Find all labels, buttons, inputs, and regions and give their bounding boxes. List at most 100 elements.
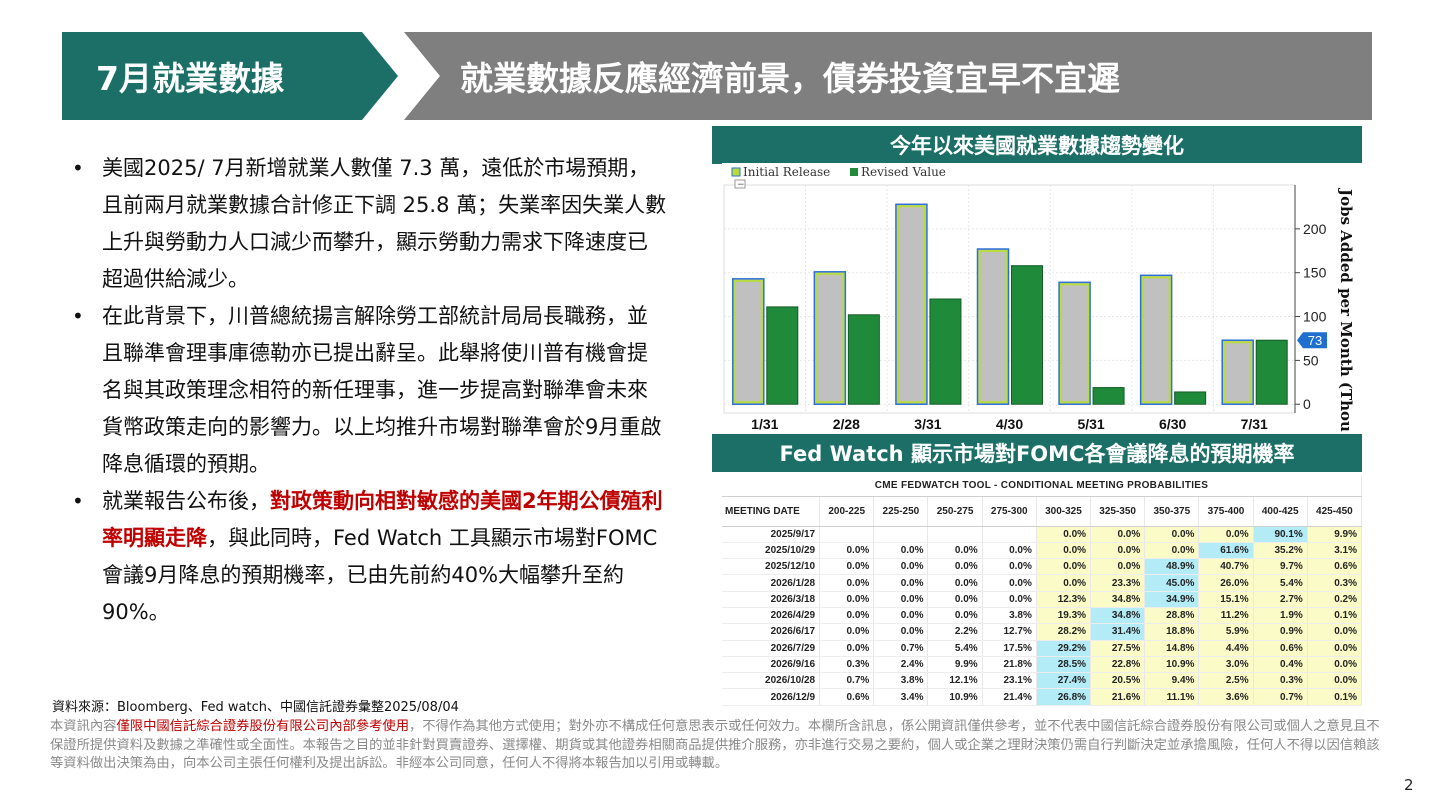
meeting-date-cell: 2026/6/17 (722, 623, 821, 641)
probability-cell: 3.6% (1198, 688, 1254, 706)
probability-cell: 31.4% (1090, 623, 1146, 641)
probability-cell: 2.5% (1198, 672, 1254, 690)
bar-initial-inner-edge (733, 279, 763, 404)
bar-revised (766, 306, 799, 405)
bar-initial-inner-edge (815, 272, 845, 404)
bullet-text: 就業報告公布後，對政策動向相對敏感的美國2年期公債殖利率明顯走降，與此同時，Fe… (102, 483, 667, 631)
probability-cell: 0.6% (819, 688, 875, 706)
table-panel-title: Fed Watch 顯示市場對FOMC各會議降息的預期機率 (712, 434, 1362, 472)
x-tick-label: 6/30 (1159, 416, 1186, 432)
probability-cell: 10.9% (927, 688, 983, 706)
probability-cell: 26.0% (1198, 574, 1254, 592)
probability-cell: 9.4% (1144, 672, 1200, 690)
bar-revised (847, 314, 880, 405)
probability-cell: 2.7% (1253, 591, 1308, 608)
probability-cell: 19.3% (1036, 607, 1092, 625)
probability-cell (927, 526, 983, 543)
probability-cell: 5.4% (1253, 574, 1308, 592)
probability-cell: 21.6% (1090, 688, 1146, 706)
probability-cell: 0.0% (819, 574, 875, 592)
probability-cell: 10.9% (1144, 656, 1200, 674)
probability-cell: 23.1% (982, 672, 1037, 690)
probability-cell: 0.1% (1307, 688, 1363, 706)
probability-cell (873, 526, 929, 543)
probability-cell: 0.0% (1307, 640, 1363, 657)
bullet-text: 美國2025/ 7月新增就業人數僅 7.3 萬，遠低於市場預期，且前兩月就業數據… (102, 156, 667, 291)
probability-cell: 5.4% (927, 640, 983, 657)
probability-cell: 48.9% (1144, 558, 1200, 576)
bullet-text-before: 就業報告公布後， (102, 489, 270, 513)
x-tick-label: 5/31 (1077, 416, 1104, 432)
probability-cell: 61.6% (1198, 542, 1254, 560)
probability-cell: 3.8% (982, 607, 1037, 625)
probability-cell: 34.8% (1090, 607, 1146, 625)
bar-initial (732, 278, 765, 405)
probability-cell: 9.9% (927, 656, 983, 674)
probability-cell: 2.4% (873, 656, 929, 674)
bar-initial (1058, 281, 1091, 405)
probability-cell: 0.0% (1036, 542, 1092, 560)
probability-cell: 0.0% (927, 558, 983, 576)
probability-cell: 35.2% (1253, 542, 1308, 560)
probability-cell: 0.0% (1307, 672, 1363, 690)
bar-revised (1174, 391, 1207, 405)
probability-cell: 28.5% (1036, 656, 1092, 674)
bullet-marker: • (72, 156, 84, 180)
probability-cell: 0.0% (982, 574, 1037, 592)
x-tick-label: 2/28 (833, 416, 860, 432)
last-value-label: 73 (1308, 333, 1322, 348)
probability-cell: 11.1% (1144, 688, 1200, 706)
bar-initial (1139, 274, 1173, 405)
bar-initial (976, 248, 1010, 405)
meeting-date-cell: 2026/4/29 (722, 607, 821, 625)
probability-cell: 0.0% (927, 574, 983, 592)
probability-cell: 0.0% (1090, 558, 1146, 576)
table-row: 2026/9/16 0.3% 2.4% 9.9% 21.8% 28.5% 22.8% 10.9… (722, 656, 1363, 674)
probability-cell: 27.5% (1090, 640, 1146, 657)
legend-label-initial: Initial Release (743, 165, 830, 179)
probability-cell: 0.0% (873, 607, 929, 625)
table-panel-title-text: Fed Watch 顯示市場對FOMC各會議降息的預期機率 (779, 442, 1295, 466)
table-row: 2026/12/9 0.6% 3.4% 10.9% 21.4% 26.8% 21.6% 11.… (722, 688, 1363, 706)
probability-cell: 0.0% (819, 558, 875, 576)
probability-cell: 3.8% (873, 672, 929, 690)
section-title: 7月就業數據 (96, 59, 284, 98)
probability-cell: 14.8% (1144, 640, 1200, 657)
y-axis-label: Jobs Added per Month (Thou.) (1337, 187, 1355, 433)
probability-cell: 0.0% (1307, 623, 1363, 641)
probability-cell: 15.1% (1198, 591, 1254, 608)
bar-initial-inner-edge (1223, 341, 1253, 404)
section-title-banner: 7月就業數據 (62, 32, 398, 120)
probability-cell: 0.0% (982, 591, 1037, 608)
y-tick-label: 0 (1303, 396, 1311, 412)
probability-cell: 0.7% (1253, 688, 1308, 706)
probability-cell: 0.0% (982, 558, 1037, 576)
table-row: 2025/9/17 0.0% 0.0% 0.0% 0.0% 90.1% 9.9% (722, 526, 1363, 543)
column-header: 300-325 (1036, 496, 1092, 527)
probability-cell: 0.0% (1144, 542, 1200, 560)
probability-cell: 29.2% (1036, 640, 1092, 657)
probability-cell: 3.4% (873, 688, 929, 706)
y-tick-label: 50 (1303, 352, 1319, 368)
probability-cell: 0.0% (1090, 542, 1146, 560)
probability-cell: 18.8% (1144, 623, 1200, 641)
column-header: 425-450 (1307, 496, 1363, 527)
legend-swatch-initial (731, 167, 741, 177)
x-tick-label: 3/31 (914, 416, 941, 432)
probability-cell: 34.8% (1090, 591, 1146, 608)
probability-cell: 0.0% (982, 542, 1037, 560)
probability-cell: 21.4% (982, 688, 1037, 706)
probability-cell: 0.6% (1307, 558, 1363, 576)
column-header: 200-225 (819, 496, 875, 527)
probability-cell: 23.3% (1090, 574, 1146, 592)
disclaimer-pre: 本資訊內容 (50, 719, 117, 734)
probability-cell: 0.3% (1253, 672, 1308, 690)
main-title-banner: 就業數據反應經濟前景，債券投資宜早不宜遲 (404, 32, 1372, 120)
probability-cell: 0.0% (927, 591, 983, 608)
bullet-item: • 美國2025/ 7月新增就業人數僅 7.3 萬，遠低於市場預期，且前兩月就業… (70, 150, 680, 298)
chart-panel-title-text: 今年以來美國就業數據趨勢變化 (890, 134, 1184, 158)
probability-cell: 0.0% (819, 607, 875, 625)
bullet-marker: • (72, 304, 84, 328)
probability-cell: 0.0% (873, 542, 929, 560)
probability-cell: 12.7% (982, 623, 1037, 641)
